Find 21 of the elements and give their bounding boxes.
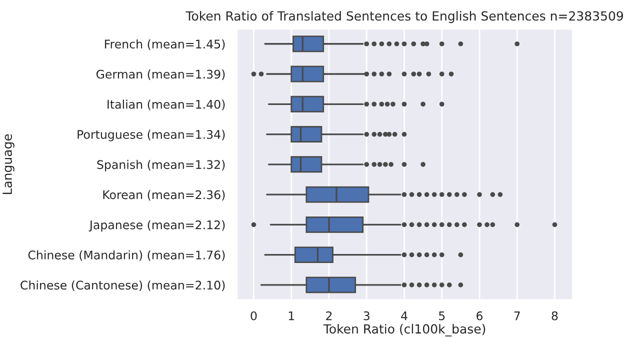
x-tick-label: 3 (364, 311, 370, 320)
chart-title: Token Ratio of Translated Sentences to English Sentences n=2383509 (186, 10, 624, 24)
y-tick-label: French (mean=1.45) (104, 39, 225, 50)
y-tick-label: Italian (mean=1.40) (108, 100, 225, 110)
x-tick-label: 7 (514, 311, 520, 320)
y-tick-label: Portuguese (mean=1.34) (78, 130, 225, 142)
x-tick-label: 4 (401, 311, 408, 320)
y-tick-label: Spanish (mean=1.32) (97, 160, 225, 172)
x-tick-label: 6 (476, 311, 482, 320)
x-tick-label: 1 (288, 311, 294, 320)
x-tick-label: 5 (439, 311, 445, 320)
y-tick-label: Korean (mean=2.36) (103, 190, 225, 201)
y-tick-label: Chinese (Cantonese) (mean=2.10) (20, 280, 225, 291)
x-tick-label: 0 (250, 311, 257, 320)
y-tick-label: German (mean=1.39) (96, 70, 225, 80)
y-axis-title: Language (2, 134, 14, 194)
x-tick-label: 2 (326, 311, 332, 320)
y-tick-label: Chinese (Mandarin) (mean=1.76) (28, 250, 225, 261)
x-axis-title: Token Ratio (cl100k_base) (323, 324, 486, 336)
y-tick-label: Japanese (mean=2.12) (88, 220, 225, 232)
x-tick-label: 8 (552, 311, 558, 320)
